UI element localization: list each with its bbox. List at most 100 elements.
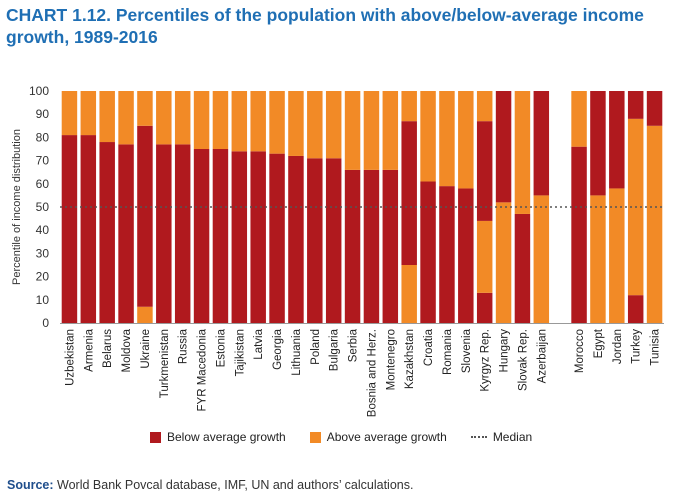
bar-segment-above <box>514 91 531 214</box>
x-tick-label: Azerbaijan <box>536 329 548 383</box>
bar-segment-above <box>476 220 493 293</box>
bar-segment-below <box>307 158 323 323</box>
x-tick-label: Tunisia <box>650 328 662 365</box>
legend-label-above: Above average growth <box>326 430 447 444</box>
bar-segment-above <box>325 91 342 159</box>
bar-segment-below <box>476 292 493 323</box>
x-tick-label: Kazakhstan <box>404 329 416 389</box>
bar-segment-above <box>382 91 399 170</box>
y-tick-label: 80 <box>36 130 50 144</box>
x-tick-label: Slovenia <box>461 328 473 373</box>
source-text: World Bank Povcal database, IMF, UN and … <box>53 478 414 492</box>
x-tick-label: Turkmenistan <box>159 329 171 398</box>
chart-legend: Below average growth Above average growt… <box>150 430 556 444</box>
bar-segment-above <box>609 188 625 323</box>
x-tick-label: Kyrgyz Rep. <box>480 329 492 392</box>
x-tick-label: Montenegro <box>385 329 397 390</box>
bar-segment-above <box>118 91 134 145</box>
y-tick-label: 90 <box>36 107 50 121</box>
bar-segment-below <box>325 158 342 323</box>
bar-segment-below <box>495 91 512 203</box>
x-tick-label: Romania <box>442 328 454 375</box>
bar-segment-above <box>61 91 78 136</box>
bar-segment-above <box>269 91 285 154</box>
legend-item-above: Above average growth <box>309 430 447 444</box>
bar-segment-above <box>99 91 115 143</box>
x-tick-label: Lithuania <box>291 328 303 375</box>
bar-segment-above <box>156 91 172 145</box>
source-label: Source: <box>7 478 54 492</box>
bar-segment-above <box>231 91 248 152</box>
bar-segment-below <box>646 91 663 126</box>
bar-segment-below <box>609 91 625 189</box>
bar-segment-above <box>344 91 361 170</box>
chart-title: CHART 1.12. Percentiles of the populatio… <box>6 5 644 47</box>
bar-segment-below <box>193 149 210 323</box>
bar-segment-below <box>533 91 550 196</box>
x-tick-label: Bosnia and Herz. <box>366 329 378 417</box>
bar-segment-above <box>307 91 323 159</box>
bar-segment-below <box>156 144 172 323</box>
x-tick-label: Jordan <box>612 329 624 364</box>
y-tick-label: 60 <box>36 177 50 191</box>
x-tick-label: Turkey <box>631 329 643 364</box>
bar-segment-above <box>646 125 663 323</box>
bar-segment-below <box>212 149 229 323</box>
bar-segment-below <box>627 295 644 323</box>
bar-segment-below <box>382 169 399 323</box>
bar-segment-above <box>212 91 229 149</box>
bar-segment-below <box>458 188 474 323</box>
bar-segment-above <box>495 202 512 323</box>
y-tick-label: 20 <box>36 270 50 284</box>
bar-segment-above <box>363 91 380 170</box>
bar-segment-below <box>174 144 191 323</box>
y-tick-label: 70 <box>36 154 50 168</box>
legend-swatch-below <box>150 431 161 443</box>
bar-segment-below <box>439 186 455 323</box>
bar-segment-below <box>571 146 587 323</box>
bar-segment-above <box>590 195 606 323</box>
legend-median-line <box>470 436 487 438</box>
legend-swatch-above <box>309 431 321 443</box>
x-tick-label: Armenia <box>83 328 95 371</box>
bar-segment-below <box>231 151 248 323</box>
x-tick-label: Tajikistan <box>234 329 246 376</box>
bar-segment-above <box>288 91 304 156</box>
source-note: Source: World Bank Povcal database, IMF,… <box>7 478 413 492</box>
bar-segment-above <box>250 91 266 152</box>
x-tick-label: Egypt <box>593 328 605 358</box>
bar-segment-above <box>80 91 97 136</box>
y-tick-label: 10 <box>36 293 50 307</box>
x-tick-label: Latvia <box>253 328 265 359</box>
x-tick-label: Estonia <box>215 328 227 367</box>
y-tick-label: 100 <box>29 84 49 98</box>
bar-segment-above <box>401 265 417 323</box>
bar-segment-below <box>288 155 304 323</box>
y-tick-label: 30 <box>36 246 50 260</box>
x-tick-label: Georgia <box>272 328 284 370</box>
bar-segment-above <box>137 306 153 323</box>
y-tick-label: 40 <box>36 223 50 237</box>
bar-segment-above <box>174 91 191 145</box>
bar-segment-below <box>476 121 493 221</box>
bar-segment-below <box>61 135 78 323</box>
legend-label-median: Median <box>492 430 533 444</box>
x-tick-label: Belarus <box>102 329 114 368</box>
bar-segment-above <box>420 91 436 182</box>
legend-item-below: Below average growth <box>150 430 286 444</box>
bar-segment-above <box>476 91 493 122</box>
bar-segment-below <box>590 91 606 196</box>
bar-segment-above <box>533 195 550 323</box>
bar-segment-below <box>401 121 417 265</box>
bar-segment-below <box>344 169 361 323</box>
x-tick-label: Russia <box>178 328 190 364</box>
y-axis-label: Percentile of income distribution <box>11 129 23 285</box>
x-tick-label: Uzbekistan <box>64 329 76 386</box>
bar-segment-below <box>80 135 97 323</box>
bar-segment-above <box>193 91 210 149</box>
bar-segment-above <box>458 91 474 189</box>
x-tick-label: Moldova <box>121 328 133 372</box>
x-tick-label: Poland <box>310 329 322 365</box>
bar-segment-below <box>420 181 436 323</box>
x-tick-label: Serbia <box>348 328 360 362</box>
